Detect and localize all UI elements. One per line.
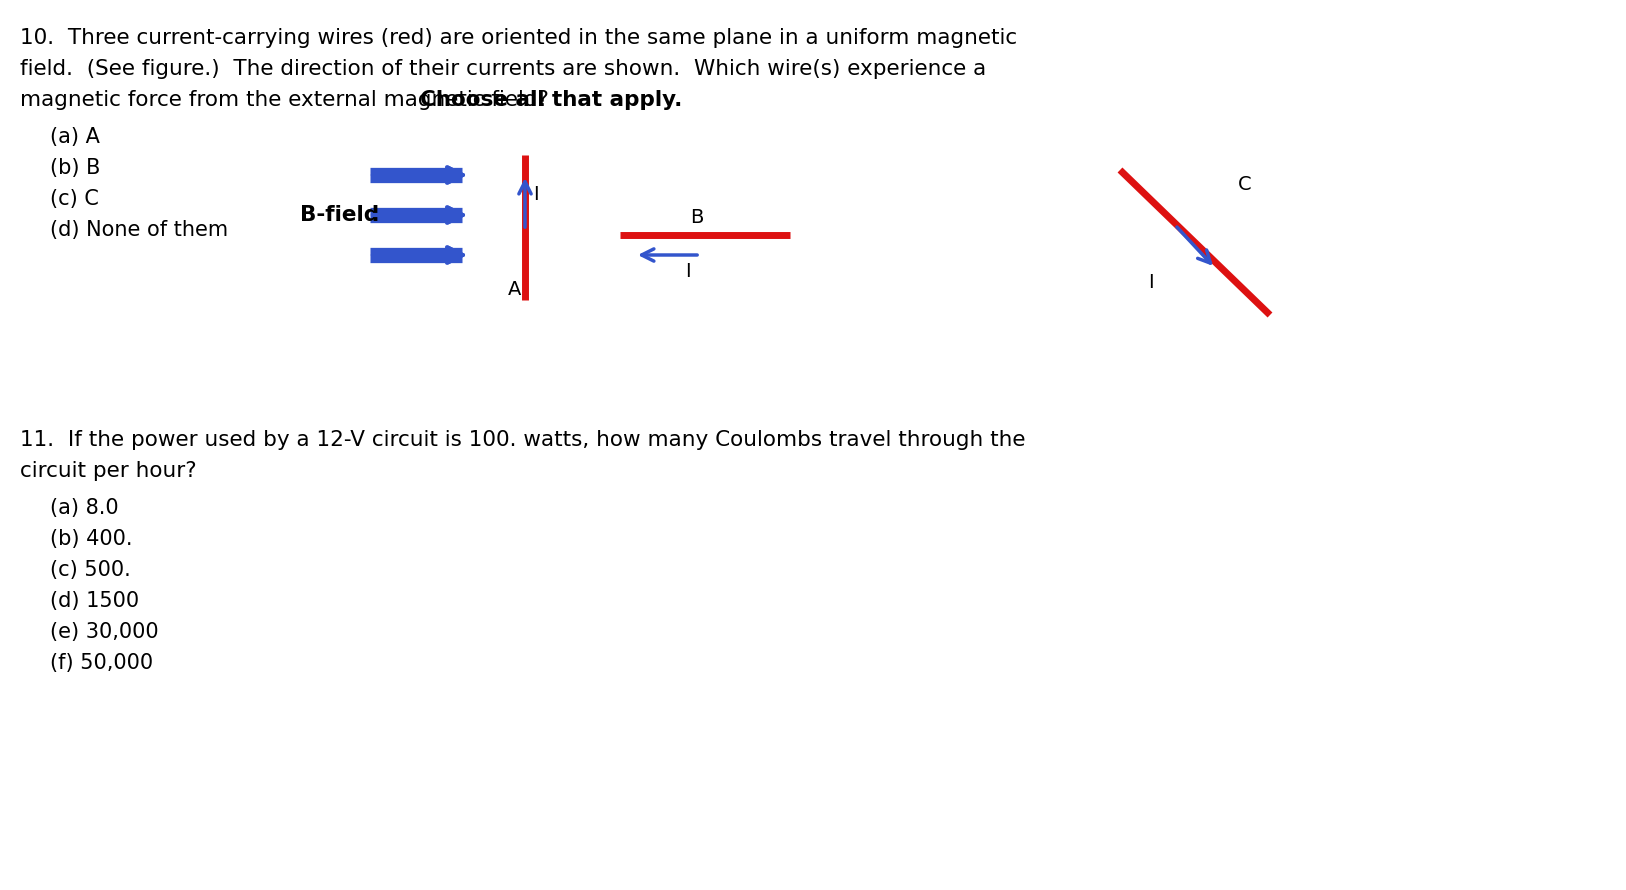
Text: (b) B: (b) B [50, 158, 101, 178]
Text: I: I [533, 185, 538, 204]
Text: A: A [507, 280, 522, 299]
Text: (a) 8.0: (a) 8.0 [50, 498, 119, 518]
Text: 10.  Three current-carrying wires (red) are oriented in the same plane in a unif: 10. Three current-carrying wires (red) a… [20, 28, 1018, 48]
Text: B-field: B-field [301, 205, 379, 225]
Text: (c) 500.: (c) 500. [50, 560, 130, 580]
Text: C: C [1237, 175, 1252, 194]
Text: Choose all that apply.: Choose all that apply. [420, 90, 683, 110]
Text: I: I [1148, 273, 1153, 292]
Text: B: B [689, 208, 704, 227]
Text: I: I [685, 262, 691, 281]
Text: (d) 1500: (d) 1500 [50, 591, 140, 611]
Text: (b) 400.: (b) 400. [50, 529, 132, 549]
Text: (f) 50,000: (f) 50,000 [50, 653, 153, 673]
Text: field.  (See figure.)  The direction of their currents are shown.  Which wire(s): field. (See figure.) The direction of th… [20, 59, 987, 79]
Text: (a) A: (a) A [50, 127, 99, 147]
Text: circuit per hour?: circuit per hour? [20, 461, 197, 481]
Text: (d) None of them: (d) None of them [50, 220, 228, 240]
Text: 11.  If the power used by a 12-V circuit is 100. watts, how many Coulombs travel: 11. If the power used by a 12-V circuit … [20, 430, 1026, 450]
Text: (c) C: (c) C [50, 189, 99, 209]
Text: (e) 30,000: (e) 30,000 [50, 622, 159, 642]
Text: magnetic force from the external magnetic field?: magnetic force from the external magneti… [20, 90, 563, 110]
